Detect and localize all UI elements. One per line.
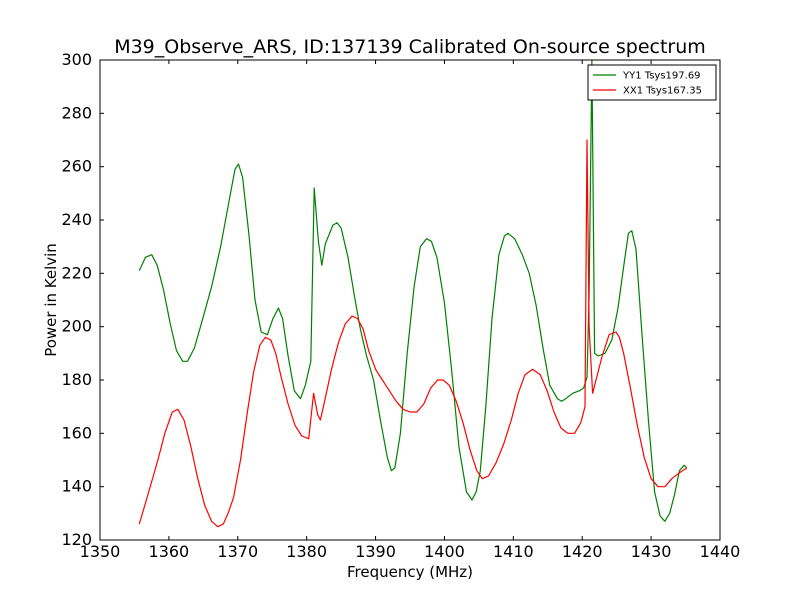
legend-label: YY1 Tsys197.69 [622,71,701,82]
plot-area [138,59,688,528]
series-line-yy1 [138,59,688,522]
x-tick-label: 1400 [424,542,465,561]
y-axis: 120 140 160 180 200 220 240 260 280 300 [61,50,720,549]
y-tick-label: 180 [61,370,92,389]
y-tick-label: 220 [61,263,92,282]
x-axis-label: Frequency (MHz) [347,563,473,581]
y-tick-label: 120 [61,530,92,549]
legend-label: XX1 Tsys167.35 [623,86,702,97]
x-tick-label: 1410 [493,542,534,561]
legend: YY1 Tsys197.69 XX1 Tsys167.35 [587,64,717,101]
x-tick-label: 1440 [700,542,741,561]
y-axis-label: Power in Kelvin [42,243,60,357]
plot-frame [99,59,721,541]
x-tick-label: 1390 [355,542,396,561]
y-tick-label: 280 [61,103,92,122]
legend-box [587,64,717,101]
x-tick-label: 1420 [562,542,603,561]
y-tick-label: 240 [61,210,92,229]
x-axis: 1350 1360 1370 1380 1390 1400 1410 1420 1430 1440 [80,60,741,561]
y-tick-label: 200 [61,317,92,336]
x-tick-label: 1360 [149,542,190,561]
x-tick-label: 1430 [631,542,672,561]
y-tick-label: 160 [61,423,92,442]
series-line-xx1 [138,139,688,528]
y-tick-label: 260 [61,157,92,176]
x-tick-label: 1370 [217,542,258,561]
chart-title: M39_Observe_ARS, ID:137139 Calibrated On… [114,36,706,58]
x-tick-label: 1350 [80,542,121,561]
x-tick-label: 1380 [286,542,327,561]
y-tick-label: 140 [61,477,92,496]
y-tick-label: 300 [61,50,92,69]
